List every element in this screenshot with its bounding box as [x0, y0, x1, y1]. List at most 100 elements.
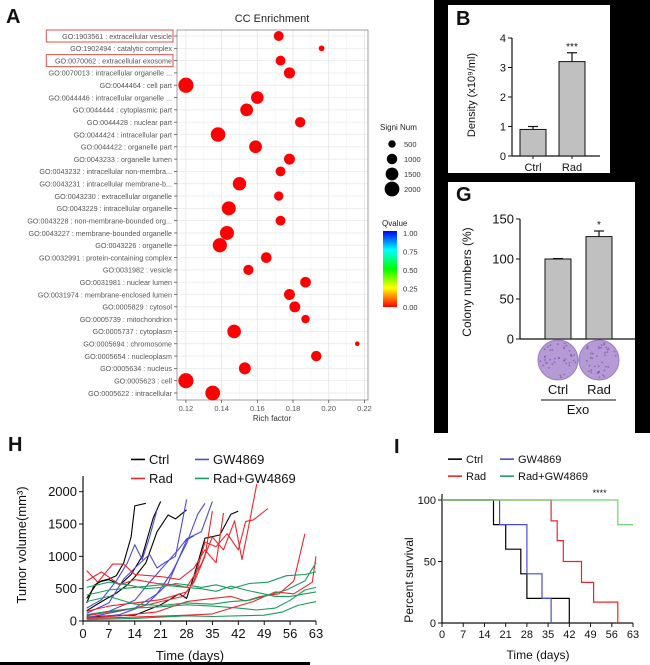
go-term-label: GO:0070062 : extracellular exosome: [55, 56, 172, 65]
chart-i-survival: 0 7 14 21 28 35 42 49 56 63050100****Ctrl GW4869Ra…: [360, 430, 650, 665]
y-tick-label: 2000: [48, 484, 77, 499]
chart-a-grid: [177, 30, 368, 400]
chart-a-y-labels: GO:1903561 : extracellular vesicle GO:190…: [27, 30, 177, 398]
colony-spot: [542, 365, 544, 367]
tumor-line-rad-gw4869: [87, 585, 316, 597]
size-legend-label: 500: [404, 140, 417, 149]
go-term-label: GO:0043229 : intracellular organelle: [57, 204, 172, 213]
go-term-label: GO:0005622 : intracellular: [88, 389, 173, 398]
colony-spot: [614, 351, 616, 353]
chart-g-colony: 050100150Ctrl*RadExo Colony numbers (%): [448, 182, 635, 433]
bubble-point: [284, 67, 295, 78]
qvalue-tick-label: 1.00: [403, 229, 418, 238]
category-label: Rad: [587, 382, 611, 397]
colony-spot: [599, 376, 601, 378]
bar-ctrl: [545, 259, 571, 339]
x-tick-label: 0.12: [179, 404, 194, 413]
size-legend-dot: [387, 154, 397, 164]
x-tick-label: 0: [439, 629, 445, 641]
bar-rad: [586, 237, 612, 339]
x-tick-label: 49: [257, 626, 271, 641]
chart-a-title: CC Enrichment: [235, 13, 310, 25]
go-term-label: GO:0044464 : cell part: [100, 81, 172, 90]
bubble-point: [178, 78, 193, 93]
chart-b-y-label: Density (x10⁹/ml): [466, 53, 478, 137]
bubble-point: [261, 252, 272, 263]
colony-spot: [558, 357, 560, 359]
size-legend-dot: [388, 140, 395, 147]
category-label: Rad: [562, 162, 582, 173]
colony-spot: [565, 362, 567, 364]
size-legend-title: Signi Num: [380, 123, 417, 132]
colony-spot: [604, 354, 606, 356]
tumor-line-gw4869: [87, 503, 205, 618]
bubble-point: [301, 315, 309, 323]
y-tick-label: 50: [500, 292, 514, 307]
go-term-label: GO:0043230 : extracellular organelle: [55, 192, 172, 201]
colony-spot: [573, 354, 575, 356]
tumor-line-rad: [87, 511, 213, 616]
go-term-label: GO:0005829 : cytosol: [102, 303, 172, 312]
bubble-point: [319, 45, 325, 51]
bubble-point: [178, 373, 193, 388]
x-tick-label: 42: [563, 629, 575, 641]
y-tick-label: 0: [430, 618, 436, 630]
qvalue-tick-label: 0.25: [403, 285, 418, 294]
colony-spot: [569, 350, 571, 352]
colony-spot: [566, 345, 568, 347]
x-tick-label: 21: [500, 629, 512, 641]
x-tick-label: 56: [283, 626, 297, 641]
chart-a-enrichment: CC Enrichment GO:1903561 : extracellular…: [0, 0, 434, 425]
bubble-point: [276, 166, 286, 176]
bubble-point: [222, 201, 236, 215]
colony-spot: [600, 347, 602, 349]
tumor-line-rad-gw4869: [87, 572, 316, 589]
bubble-point: [289, 301, 300, 312]
x-tick-label: 0.18: [286, 404, 301, 413]
bubble-point: [274, 31, 284, 41]
go-term-label: GO:0044422 : organelle part: [81, 143, 172, 152]
y-tick-label: 0: [507, 332, 514, 347]
colony-spot: [571, 355, 573, 357]
bubble-point: [240, 103, 253, 116]
colony-spot: [563, 374, 565, 376]
colony-spot: [544, 348, 546, 350]
y-tick-label: 0: [500, 151, 506, 163]
go-term-label: GO:0005739 : mitochondrion: [80, 315, 172, 324]
go-term-label: GO:0044424 : intracellular part: [74, 130, 172, 139]
x-tick-label: 0.20: [321, 404, 336, 413]
bubble-point: [284, 289, 295, 300]
go-term-label: GO:0044446 : intracellular organelle ...: [49, 93, 172, 102]
colony-spot: [554, 361, 556, 363]
bubble-point: [211, 127, 226, 142]
y-tick-label: 1500: [48, 517, 77, 532]
colony-spot: [598, 365, 600, 367]
bubble-point: [239, 362, 251, 374]
x-tick-label: 14: [478, 629, 490, 641]
go-term-label: GO:0043227 : membrane-bounded organelle: [29, 229, 172, 238]
go-term-label: GO:0044444 : cytoplasmic part: [73, 106, 172, 115]
colony-spot: [568, 362, 570, 364]
qvalue-legend-title: Qvalue: [382, 219, 408, 228]
go-term-label: GO:1903561 : extracellular vesicle: [62, 32, 172, 41]
go-term-label: GO:0043228 : non-membrane-bounded org...: [27, 216, 172, 225]
survival-line-gw4869: [442, 500, 551, 623]
bubble-point: [220, 226, 234, 240]
survival-line-rad-gw4869: [442, 500, 633, 525]
go-term-label: GO:0032991 : protein-containing complex: [39, 253, 172, 262]
x-tick-label: 28: [179, 626, 193, 641]
qvalue-tick-label: 0.50: [403, 266, 418, 275]
colony-spot: [563, 346, 565, 348]
y-tick-label: 1: [500, 121, 506, 133]
bubble-point: [243, 265, 253, 275]
go-term-label: GO:0043231 : intracellular membrane-b...: [39, 180, 172, 189]
go-term-label: GO:1902494 : catalytic complex: [70, 44, 172, 53]
chart-h-y-label: Tumor volume(mm³): [14, 486, 29, 603]
colony-spot: [560, 376, 562, 378]
y-tick-label: 100: [418, 495, 436, 507]
x-tick-label: 0.22: [357, 404, 372, 413]
x-tick-label: 42: [231, 626, 245, 641]
colony-spot: [603, 344, 605, 346]
significance-annotation: ****: [593, 488, 608, 498]
colony-spot: [544, 359, 546, 361]
